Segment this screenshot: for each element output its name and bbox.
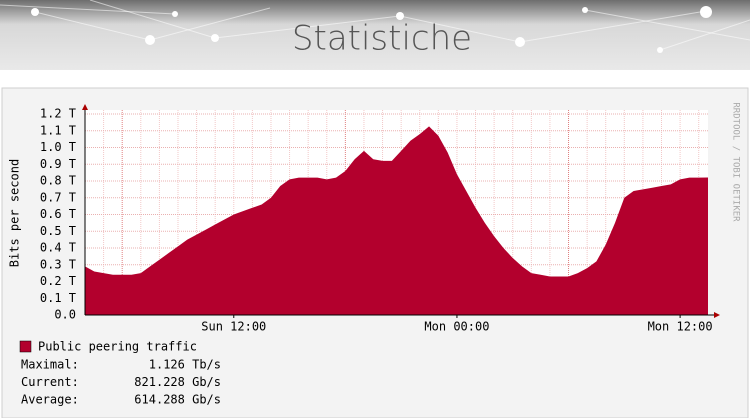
y-tick-label: 0.7 T [40, 190, 76, 204]
side-label: RRDTOOL / TOBI OETIKER [731, 102, 741, 222]
y-tick-label: 0.2 T [40, 274, 76, 288]
y-tick-label: 0.5 T [40, 224, 76, 238]
stat-value: 1.126 Tb/s [149, 358, 221, 372]
y-tick-label: 0.0 [54, 308, 76, 322]
y-tick-label: 0.3 T [40, 257, 76, 271]
stat-value: 821.228 Gb/s [134, 375, 221, 389]
stat-value: 614.288 Gb/s [134, 393, 221, 407]
stat-label: Average: [21, 393, 79, 407]
network-decoration [0, 0, 750, 51]
page-title: Statistiche [292, 19, 472, 59]
y-tick-label: 1.1 T [40, 123, 76, 137]
y-tick-label: 0.1 T [40, 291, 76, 305]
y-tick-label: 0.8 T [40, 174, 76, 188]
y-tick-label: 0.6 T [40, 207, 76, 221]
stat-label: Maximal: [21, 358, 79, 372]
network-nodes [31, 6, 712, 53]
legend-swatch [19, 340, 32, 353]
y-axis-label: Bits per second [8, 159, 22, 267]
y-axis-arrow [82, 104, 88, 110]
x-tick-label: Mon 12:00 [648, 320, 713, 334]
y-tick-label: 0.4 T [40, 241, 76, 255]
x-tick-label: Mon 00:00 [424, 320, 489, 334]
y-tick-label: 1.2 T [40, 107, 76, 121]
stat-label: Current: [21, 375, 79, 389]
x-tick-label: Sun 12:00 [201, 320, 266, 334]
y-tick-label: 0.9 T [40, 157, 76, 171]
y-tick-label: 1.0 T [40, 140, 76, 154]
traffic-area [85, 126, 708, 316]
header: Statistiche [0, 0, 750, 70]
x-axis-arrow [714, 312, 720, 318]
legend-label: Public peering traffic [38, 340, 197, 354]
